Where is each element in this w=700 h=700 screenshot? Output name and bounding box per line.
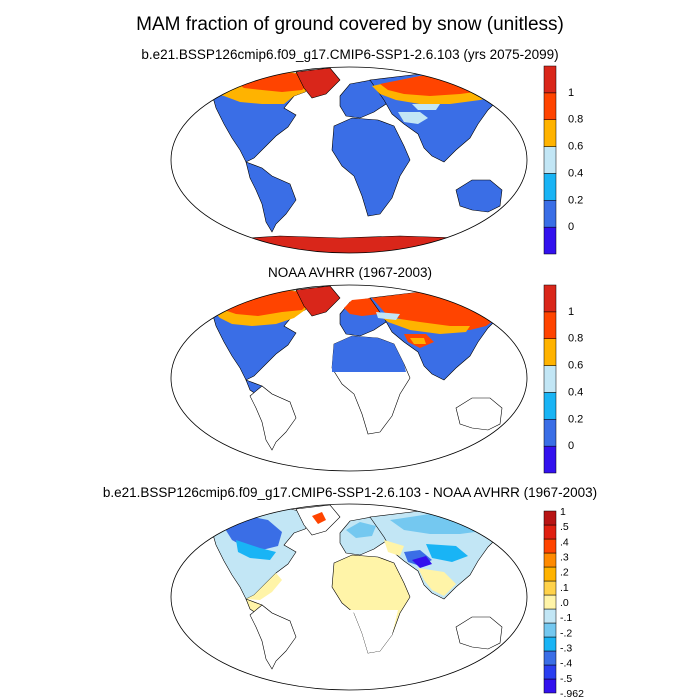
colorbar-tick-label: 0.4 — [568, 386, 583, 398]
colorbar-tick-label: .1 — [560, 582, 569, 594]
panel-3-title: b.e21.BSSP126cmip6.f09_g17.CMIP6-SSP1-2.… — [103, 485, 597, 500]
colorbar-tick-label: .2 — [560, 567, 569, 579]
colorbar-tick-label: 1 — [560, 506, 566, 518]
colorbar-swatch — [543, 566, 557, 582]
colorbar-swatch — [543, 664, 557, 680]
colorbar-swatch — [543, 622, 557, 638]
colorbar-swatch — [543, 608, 557, 624]
colorbar-tick-label: -.3 — [560, 643, 572, 655]
continent-south-america — [249, 604, 297, 670]
continent-greenland — [295, 67, 341, 99]
colorbar-swatch — [543, 552, 557, 568]
colorbar-swatch — [543, 65, 557, 94]
colorbar-swatch — [543, 510, 557, 526]
colorbar-tick-label: 0.2 — [568, 413, 583, 425]
colorbar-swatch — [543, 392, 557, 420]
colorbar-tick-label: 0.6 — [568, 141, 583, 153]
colorbar-tick-label: -.4 — [560, 658, 572, 670]
colorbar-tick-label: 1 — [568, 87, 574, 99]
continent-australia — [455, 179, 503, 213]
colorbar-diff: 1 .5 .4 .3 .2 .1 .0 -.1 -.2 -.3 -.4 -.5 -.962 — [543, 506, 584, 700]
colorbar-tick-label: .0 — [560, 597, 569, 609]
main-title: MAM fraction of ground covered by snow (… — [136, 14, 564, 35]
colorbar-tick-label: 1 — [568, 306, 574, 318]
panel-2-title: NOAA AVHRR (1967-2003) — [268, 265, 432, 280]
colorbar-swatch — [543, 284, 557, 313]
colorbar-swatch — [543, 92, 557, 120]
continent-greenland — [295, 285, 341, 317]
colorbar-tick-label: -.2 — [560, 627, 572, 639]
colorbar-swatch — [543, 365, 557, 393]
map-panel-obs — [171, 285, 527, 471]
colorbar-tick-label: 0.8 — [568, 333, 583, 345]
continent-antarctica — [171, 235, 527, 253]
colorbar-swatch — [543, 419, 557, 447]
colorbar-tick-label: 0 — [568, 221, 574, 233]
continent-australia — [455, 397, 503, 431]
colorbar-tick-label: 0.8 — [568, 114, 583, 126]
colorbar-obs: 0 0.2 0.4 0.6 0.8 1 — [543, 284, 583, 474]
colorbar-swatch — [543, 226, 557, 255]
colorbar-tick-label: -.1 — [560, 612, 572, 624]
colorbar-swatch — [543, 338, 557, 366]
colorbar-tick-label: 0.6 — [568, 360, 583, 372]
continent-south-america — [249, 385, 297, 451]
colorbar-swatch — [543, 119, 557, 147]
colorbar-swatch — [543, 594, 557, 610]
colorbar-tick-label: 0 — [568, 440, 574, 452]
colorbar-swatch — [543, 146, 557, 174]
colorbar-swatch — [543, 445, 557, 474]
colorbar-tick-label: 0.4 — [568, 167, 583, 179]
colorbar-swatch — [543, 200, 557, 228]
continent-africa — [331, 117, 411, 217]
colorbar-tick-label: .4 — [560, 536, 569, 548]
colorbar-swatch — [543, 650, 557, 666]
colorbar-tick-label: -.962 — [560, 688, 584, 700]
continent-south-america — [245, 161, 297, 233]
colorbar-swatch — [543, 678, 557, 694]
colorbar-swatch — [543, 580, 557, 596]
continent-australia — [455, 616, 503, 650]
colorbar-swatch — [543, 636, 557, 652]
colorbar-tick-label: -.5 — [560, 673, 572, 685]
panel-1-title: b.e21.BSSP126cmip6.f09_g17.CMIP6-SSP1-2.… — [141, 47, 558, 62]
colorbar-swatch — [543, 524, 557, 540]
colorbar-swatch — [543, 173, 557, 201]
colorbar-swatch — [543, 538, 557, 554]
colorbar-model: 0 0.2 0.4 0.6 0.8 1 — [543, 65, 583, 255]
colorbar-tick-label: .5 — [560, 521, 569, 533]
colorbar-tick-label: .3 — [560, 552, 569, 564]
colorbar-swatch — [543, 311, 557, 339]
colorbar-tick-label: 0.2 — [568, 194, 583, 206]
map-panel-diff — [171, 504, 527, 690]
